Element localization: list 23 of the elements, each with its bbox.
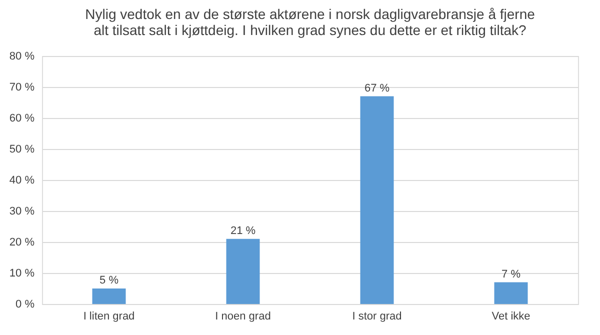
bar: [226, 238, 260, 304]
y-tick-label: 50 %: [9, 144, 35, 156]
y-tick-label: 80 %: [9, 50, 35, 62]
data-label: 7 %: [502, 268, 521, 280]
text: Nylig vedtok en av de største aktørene i norsk dagligvarebransje å fjerne: [85, 6, 535, 22]
y-tick-label: 10 %: [9, 268, 35, 280]
y-tick-label: 20 %: [9, 236, 35, 248]
x-tick-label: Vet ikke: [492, 310, 530, 322]
x-tick-label: I liten grad: [83, 310, 135, 322]
data-label: 5 %: [100, 274, 119, 286]
y-tick-label: 60 %: [9, 112, 35, 124]
y-tick-label: 70 %: [9, 82, 35, 94]
y-tick-label: 0 %: [16, 298, 35, 310]
x-tick-label: I stor grad: [352, 310, 402, 322]
data-label: 21 %: [230, 224, 256, 237]
y-tick-label: 30 %: [9, 206, 35, 218]
data-label: 67 %: [364, 82, 390, 94]
bar: [360, 96, 394, 304]
x-tick-label: I noen grad: [215, 310, 271, 322]
y-tick-label: 40 %: [9, 174, 35, 186]
bar: [494, 282, 528, 304]
text: alt tilsatt salt i kjøttdeig. I hvilken grad synes du dette er et riktig tiltak?: [94, 22, 526, 38]
bar: [92, 288, 126, 304]
